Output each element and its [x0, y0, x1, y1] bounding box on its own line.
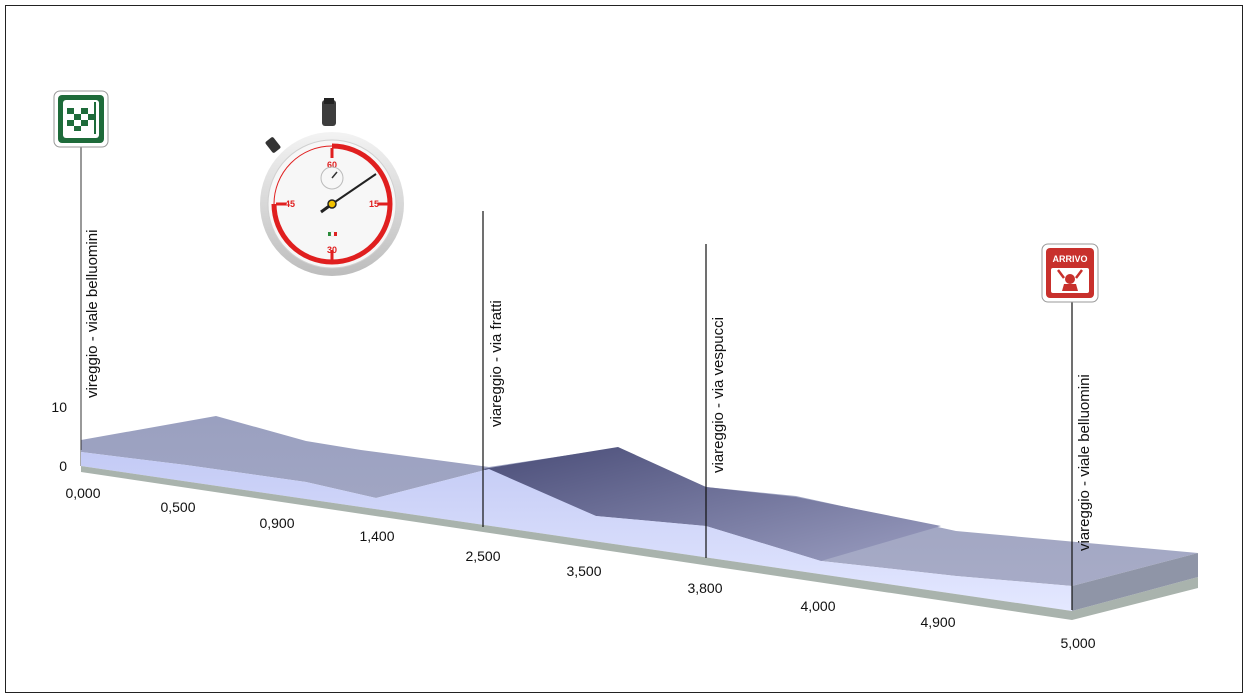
arrivo-badge-label: ARRIVO	[1052, 254, 1087, 264]
waypoint-label: viareggio - via vespucci	[710, 317, 727, 473]
x-tick-label: 0,900	[259, 515, 294, 531]
x-tick-label: 3,500	[566, 563, 601, 579]
stopwatch-mark: 15	[369, 199, 379, 209]
stopwatch-mark: 60	[327, 160, 337, 170]
x-tick-label: 1,400	[359, 528, 394, 544]
y-tick-label: 0	[59, 458, 67, 474]
stopwatch-icon: 60 15 30 45	[260, 98, 404, 276]
start-flag-icon	[53, 90, 109, 148]
stopwatch-mark: 45	[285, 199, 295, 209]
x-tick-label: 5,000	[1060, 635, 1095, 651]
waypoint-label: viareggio - viale belluomini	[1076, 374, 1093, 551]
x-axis: 0,000 0,500 0,900 1,400 2,500 3,500 3,80…	[65, 485, 1095, 651]
profile-right-face	[1072, 553, 1198, 611]
x-tick-label: 3,800	[687, 580, 722, 596]
x-tick-label: 4,000	[800, 598, 835, 614]
finish-arrivo-icon: ARRIVO	[1041, 243, 1099, 303]
x-tick-label: 4,900	[920, 614, 955, 630]
waypoint-label: vireggio - viale belluomini	[84, 230, 101, 398]
profile-front-face	[81, 452, 1072, 611]
profile-hill	[483, 447, 941, 561]
elevation-profile-chart: 0 10 0,000 0,500 0,900 1,400 2,500 3,500…	[51, 90, 1198, 651]
stopwatch-mark: 30	[327, 245, 337, 255]
waypoints: vireggio - viale belluomini viareggio - …	[80, 146, 1093, 610]
x-tick-label: 0,500	[160, 499, 195, 515]
chart-frame: 0 10 0,000 0,500 0,900 1,400 2,500 3,500…	[5, 5, 1243, 693]
y-tick-label: 10	[51, 399, 67, 415]
elevation-profile	[81, 416, 1198, 620]
x-tick-label: 2,500	[465, 548, 500, 564]
x-tick-label: 0,000	[65, 485, 100, 501]
y-axis: 0 10	[51, 399, 82, 474]
waypoint-label: viareggio - via fratti	[488, 300, 505, 427]
